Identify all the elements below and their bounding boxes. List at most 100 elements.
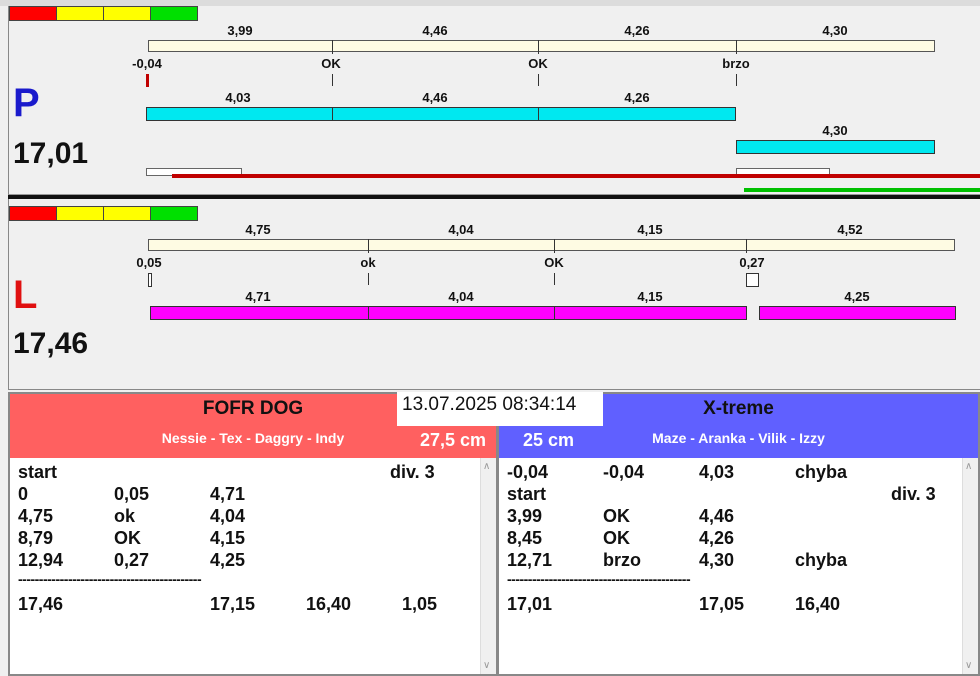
result-cell: start: [507, 484, 547, 504]
reaction-label: OK: [528, 56, 548, 71]
lane-time-label: 4,30: [822, 23, 848, 38]
reaction-marker: [148, 273, 152, 287]
result-cell: -0,04: [507, 462, 549, 482]
team-name: FOFR DOG: [202, 398, 304, 419]
lane-time-label: 4,75: [245, 222, 271, 237]
scroll-down-icon[interactable]: ∨: [965, 660, 973, 671]
dog-run-bar: [150, 306, 369, 320]
result-cell: 4,25: [210, 550, 246, 570]
scrollbar[interactable]: ∧ ∨: [962, 458, 978, 674]
right-team-panel: X-treme Maze - Aranka - Vilik - Izzy 25 …: [497, 392, 980, 676]
result-cell: chyba: [795, 462, 848, 482]
reaction-label: -0,04: [132, 56, 162, 71]
dog-run-bar: [538, 107, 736, 121]
team-size: 25 cm: [523, 430, 575, 450]
result-cell: OK: [603, 528, 630, 548]
result-cell: div. 3: [390, 462, 435, 482]
separator-line: ----------------------------------------…: [18, 571, 202, 587]
result-cell: 0,05: [114, 484, 150, 504]
dog-time-label: 4,46: [422, 90, 448, 105]
lane-total-time: 17,01: [13, 137, 89, 170]
result-cell: 12,71: [507, 550, 553, 570]
dog-run-bar: [332, 107, 539, 121]
team-name: X-treme: [703, 398, 774, 419]
timeline-tick: [554, 239, 555, 253]
team-dogs: Maze - Aranka - Vilik - Izzy: [652, 430, 825, 446]
result-cell: 4,04: [210, 506, 246, 526]
result-cell: -0,04: [603, 462, 645, 482]
left-team-panel: FOFR DOG Nessie - Tex - Daggry - Indy 27…: [8, 392, 498, 676]
traffic-lights: [9, 206, 198, 221]
total-cell: 17,05: [699, 594, 745, 614]
scroll-up-icon[interactable]: ∧: [483, 461, 491, 472]
lane-time-label: 4,26: [624, 23, 650, 38]
dog-time-label: 4,30: [822, 123, 848, 138]
lane-divider: [8, 195, 980, 199]
result-cell: 4,15: [210, 528, 246, 548]
dog-time-label: 4,03: [225, 90, 251, 105]
reaction-label: brzo: [722, 56, 750, 71]
scroll-down-icon[interactable]: ∨: [483, 660, 491, 671]
result-cell: start: [18, 462, 58, 482]
scrollbar[interactable]: ∧ ∨: [480, 458, 496, 674]
dog-run-bar: [736, 140, 935, 154]
result-cell: brzo: [603, 550, 641, 570]
progress-bar-red: [172, 174, 980, 178]
lane-time-label: 4,15: [637, 222, 663, 237]
dog-run-bar: [759, 306, 956, 320]
dog-time-label: 4,71: [245, 289, 271, 304]
scroll-up-icon[interactable]: ∧: [965, 461, 973, 472]
result-cell: 4,75: [18, 506, 54, 526]
total-cell: 1,05: [402, 594, 438, 614]
lane-letter: L: [13, 273, 38, 317]
result-cell: OK: [603, 506, 630, 526]
lane-letter: P: [13, 81, 40, 125]
lane-time-label: 4,04: [448, 222, 474, 237]
traffic-lights: [9, 6, 198, 21]
result-cell: ok: [114, 506, 136, 526]
dog-time-label: 4,26: [624, 90, 650, 105]
top-strip: [0, 0, 980, 6]
result-cell: div. 3: [891, 484, 936, 504]
timeline-tick: [368, 239, 369, 253]
timeline-tick: [538, 40, 539, 54]
lane-time-label: 4,52: [837, 222, 863, 237]
result-cell: 3,99: [507, 506, 543, 526]
dog-time-label: 4,04: [448, 289, 474, 304]
result-cell: 8,45: [507, 528, 543, 548]
dog-run-bar: [554, 306, 747, 320]
lane-l: 4,75 4,04 4,15 4,52 0,05 ok OK 0,27 4,71…: [8, 199, 980, 390]
timeline-tick: [746, 239, 747, 253]
reaction-label: 0,05: [136, 255, 162, 270]
progress-bar-green: [744, 188, 980, 192]
lane-p: 3,99 4,46 4,26 4,30 -0,04 OK OK brzo 4,0…: [8, 6, 980, 195]
lane-time-label: 3,99: [227, 23, 253, 38]
timeline-tick: [332, 40, 333, 54]
total-cell: 17,15: [210, 594, 256, 614]
reaction-tick: [368, 273, 369, 285]
reaction-label: OK: [544, 255, 564, 270]
total-cell: 17,46: [18, 594, 64, 614]
total-cell: 16,40: [795, 594, 841, 614]
result-cell: OK: [114, 528, 141, 548]
reaction-label: ok: [360, 255, 376, 270]
lane-time-label: 4,46: [422, 23, 448, 38]
total-cell: 17,01: [507, 594, 553, 614]
reaction-tick: [736, 74, 737, 86]
dog-run-bar: [146, 107, 333, 121]
total-cell: 16,40: [306, 594, 352, 614]
reaction-label: 0,27: [739, 255, 765, 270]
result-cell: chyba: [795, 550, 848, 570]
result-cell: 4,71: [210, 484, 246, 504]
result-cell: 4,30: [699, 550, 735, 570]
result-cell: 4,26: [699, 528, 735, 548]
team-dogs: Nessie - Tex - Daggry - Indy: [161, 430, 345, 446]
dog-run-bar: [368, 306, 555, 320]
result-cell: 12,94: [18, 550, 64, 570]
result-cell: 0,27: [114, 550, 150, 570]
false-start-marker: [146, 74, 149, 87]
timeline-bar: [148, 239, 955, 251]
reaction-tick: [538, 74, 539, 86]
reaction-tick: [554, 273, 555, 285]
reaction-tick: [332, 74, 333, 86]
